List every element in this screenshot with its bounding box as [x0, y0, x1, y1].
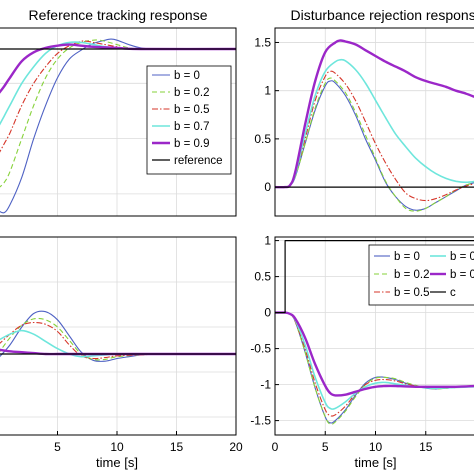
y-tick-label: 1	[264, 234, 271, 248]
axes-frame	[0, 27, 237, 217]
legend: b = 0 b = 0.2 b = 0.5 b = 0.7 b = 0.9 c	[368, 244, 474, 306]
series-line-b-0-5	[275, 70, 474, 202]
x-axis-label: time [s]	[355, 455, 397, 470]
x-tick-label: 5	[54, 440, 61, 454]
y-tick-label: -1.5	[250, 414, 271, 428]
y-tick-label: 1	[264, 84, 271, 98]
x-tick-label: 15	[419, 440, 433, 454]
y-tick-label: 1.5	[254, 35, 271, 49]
legend-label: b = 0.9	[450, 269, 474, 281]
series-line-b-0-9	[275, 311, 474, 397]
series-group	[0, 38, 236, 214]
y-tick-label: 0	[264, 306, 271, 320]
series-line-b-0-2	[0, 317, 236, 361]
x-axis-label: time [s]	[96, 455, 138, 470]
series-group	[275, 39, 474, 212]
legend-label: b = 0.5	[394, 287, 430, 299]
legend-label: b = 0.5	[174, 104, 210, 116]
legend-label: b = 0.7	[174, 121, 210, 133]
legend-label: reference	[174, 155, 223, 167]
series-group	[275, 240, 474, 426]
y-tick-label: -0.5	[250, 342, 271, 356]
legend-label: b = 0.7	[450, 251, 474, 263]
x-tick-label: 15	[170, 440, 184, 454]
legend-label: b = 0.9	[174, 138, 210, 150]
legend-box	[368, 244, 474, 306]
series-line-b-0-9	[275, 39, 474, 189]
axes-frame	[274, 27, 474, 217]
series-line-b-0-9	[0, 43, 236, 94]
x-tick-label: 0	[272, 440, 279, 454]
chart-title: Disturbance rejection response	[291, 7, 474, 23]
legend-label: b = 0.2	[394, 269, 430, 281]
x-tick-label: 10	[110, 440, 124, 454]
legend-label: b = 0.2	[174, 87, 210, 99]
series-line-b-0-7	[275, 58, 474, 189]
legend-label: c	[450, 287, 456, 299]
legend-label: b = 0	[394, 251, 420, 263]
legend: b = 0 b = 0.2 b = 0.5 b = 0.7 b = 0.9 referen…	[146, 65, 232, 175]
chart-title: Reference tracking response	[29, 7, 208, 23]
x-tick-label: 5	[322, 440, 329, 454]
y-tick-label: -1	[260, 378, 271, 392]
series-line-c	[275, 240, 474, 314]
y-tick-label: 0	[264, 180, 271, 194]
y-tick-label: 0.5	[254, 270, 271, 284]
chart-panel-2: 0 0.5 1 1.5 Disturbance rejection response	[254, 7, 474, 217]
chart-panel-3: 5 10 15 20 time [s]	[0, 236, 243, 470]
plot-area	[0, 237, 236, 435]
legend-label: b = 0	[174, 70, 200, 82]
x-tick-label: 10	[369, 440, 383, 454]
chart-panel-4: 0 5 10 15 -1.5 -1 -0.5 0 0.5 1 time [s] b = 0 b = 0.…	[250, 234, 474, 470]
legend-box	[146, 65, 232, 175]
series-group	[0, 310, 236, 362]
series-line-b-0-5	[275, 311, 474, 417]
series-line-b-0-2	[275, 77, 474, 212]
x-tick-label: 20	[229, 440, 243, 454]
y-tick-label: 0.5	[254, 132, 271, 146]
